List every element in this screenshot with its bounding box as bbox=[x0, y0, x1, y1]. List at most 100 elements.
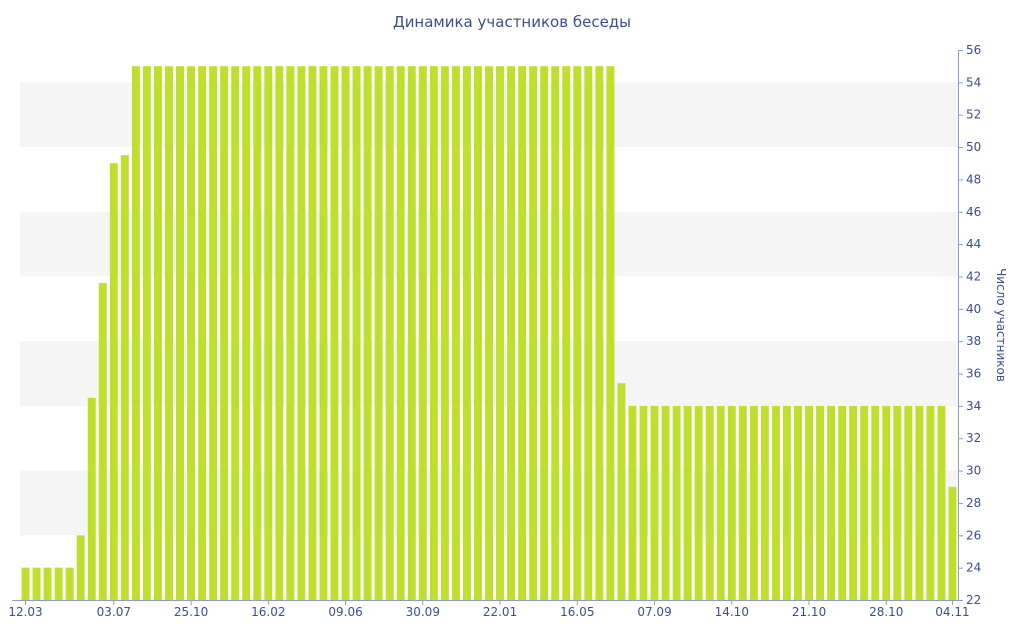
bar bbox=[440, 66, 449, 601]
bar bbox=[694, 405, 703, 600]
x-tick-label: 03.07 bbox=[97, 605, 131, 619]
y-tick-label: 44 bbox=[966, 237, 981, 251]
x-tick-label: 07.09 bbox=[637, 605, 671, 619]
chart-title: Динамика участников беседы bbox=[392, 13, 632, 31]
bar bbox=[705, 405, 714, 600]
axes: 12.03 03.07 25.10 16.02 09.06 30.09 22.01 16.05… bbox=[8, 43, 1008, 619]
y-axis-title: Число участников bbox=[994, 268, 1008, 382]
bar bbox=[794, 405, 802, 600]
bar bbox=[462, 66, 471, 601]
bar-series bbox=[21, 66, 957, 601]
bar bbox=[606, 66, 615, 601]
bar bbox=[727, 405, 736, 600]
bar bbox=[904, 405, 913, 600]
bar bbox=[308, 66, 317, 601]
bar bbox=[231, 66, 240, 601]
bar bbox=[507, 66, 516, 601]
bar bbox=[639, 405, 648, 600]
bar bbox=[485, 66, 493, 601]
bar bbox=[672, 405, 681, 600]
bar bbox=[496, 66, 505, 601]
bar bbox=[142, 66, 151, 601]
bar bbox=[771, 405, 780, 600]
bar bbox=[451, 66, 460, 601]
y-tick-label: 38 bbox=[966, 334, 981, 348]
y-tick-label: 48 bbox=[966, 172, 981, 186]
y-tick-label: 50 bbox=[966, 140, 981, 154]
bar bbox=[827, 405, 836, 600]
x-tick-label: 16.05 bbox=[560, 605, 594, 619]
bar bbox=[176, 66, 184, 601]
bar bbox=[242, 66, 251, 601]
bar bbox=[782, 405, 791, 600]
bar bbox=[396, 66, 405, 601]
y-tick-label: 46 bbox=[966, 205, 981, 219]
bar bbox=[43, 567, 52, 600]
x-tick-label: 16.02 bbox=[251, 605, 285, 619]
bar bbox=[562, 66, 571, 601]
bar bbox=[860, 405, 869, 600]
bar bbox=[76, 535, 85, 600]
bar bbox=[374, 66, 383, 601]
bar bbox=[650, 405, 659, 600]
bar bbox=[849, 405, 858, 600]
bar bbox=[838, 405, 847, 600]
y-tick-label: 52 bbox=[966, 108, 981, 122]
bar bbox=[209, 66, 218, 601]
bar bbox=[341, 66, 350, 601]
y-tick-label: 26 bbox=[966, 528, 981, 542]
bar bbox=[760, 405, 769, 600]
y-tick-label: 54 bbox=[966, 75, 981, 89]
bar bbox=[120, 155, 129, 600]
x-tick-label: 22.01 bbox=[483, 605, 517, 619]
x-tick-label: 09.06 bbox=[328, 605, 362, 619]
bar bbox=[683, 405, 692, 600]
bar bbox=[661, 405, 670, 600]
bar bbox=[187, 66, 196, 601]
bar bbox=[926, 405, 935, 600]
bar bbox=[816, 405, 825, 600]
bar bbox=[98, 282, 107, 600]
bar bbox=[319, 66, 328, 601]
bar bbox=[871, 405, 880, 600]
bar bbox=[385, 66, 394, 601]
y-tick-label: 24 bbox=[966, 561, 981, 575]
x-tick-label: 25.10 bbox=[174, 605, 208, 619]
bar bbox=[109, 163, 118, 600]
y-tick-label: 36 bbox=[966, 367, 981, 381]
bar bbox=[153, 66, 162, 601]
bar bbox=[738, 405, 747, 600]
bar bbox=[297, 66, 306, 601]
bar bbox=[275, 66, 284, 601]
y-tick-label: 56 bbox=[966, 43, 981, 57]
bar bbox=[429, 66, 438, 601]
bar bbox=[540, 66, 549, 601]
x-tick-label: 14.10 bbox=[715, 605, 749, 619]
bar bbox=[882, 405, 891, 600]
bar bbox=[628, 405, 637, 600]
bar bbox=[21, 567, 30, 600]
y-tick-label: 42 bbox=[966, 269, 981, 283]
bar bbox=[87, 397, 96, 600]
bar bbox=[617, 383, 626, 600]
bar bbox=[716, 405, 725, 600]
bar bbox=[32, 567, 41, 600]
bar bbox=[529, 66, 538, 601]
bar bbox=[937, 405, 946, 600]
y-tick-label: 32 bbox=[966, 431, 981, 445]
bar bbox=[54, 567, 63, 600]
bar bbox=[418, 66, 427, 601]
x-tick-label: 28.10 bbox=[869, 605, 903, 619]
x-tick-label: 30.09 bbox=[406, 605, 440, 619]
bar bbox=[198, 66, 207, 601]
bar bbox=[165, 66, 173, 601]
bar bbox=[518, 66, 527, 601]
y-tick-label: 28 bbox=[966, 496, 981, 510]
bar bbox=[352, 66, 361, 601]
x-tick-label: 21.10 bbox=[792, 605, 826, 619]
bar bbox=[749, 405, 758, 600]
bar bbox=[584, 66, 593, 601]
bar bbox=[893, 405, 902, 600]
